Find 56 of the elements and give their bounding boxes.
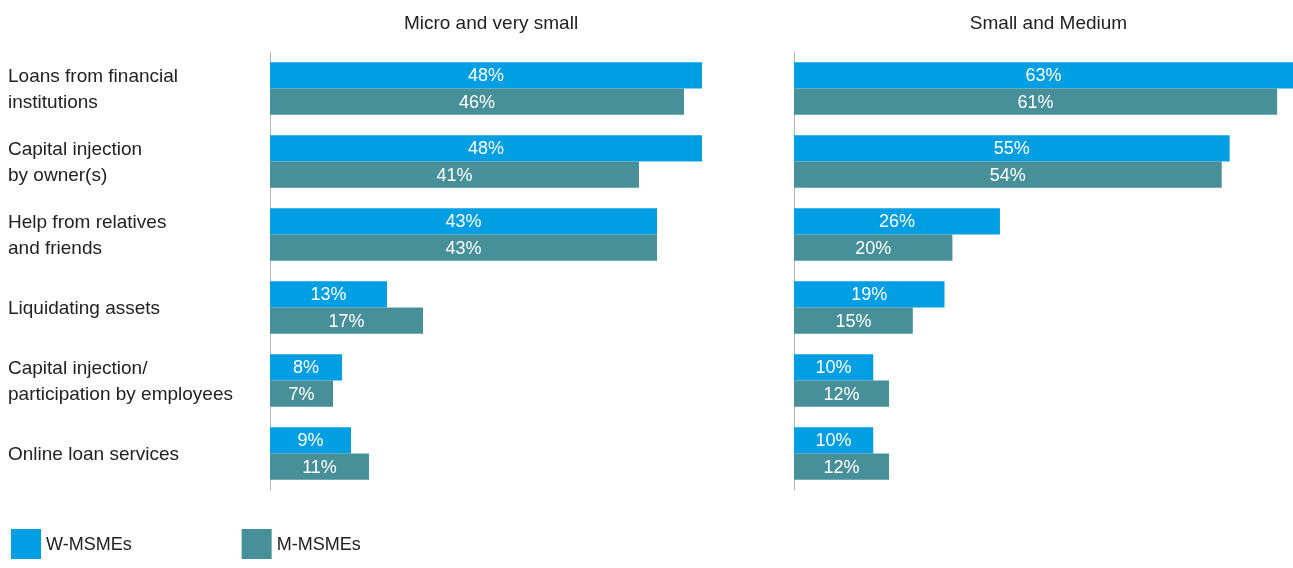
y-tick-label: Loans from financial institutions [8, 65, 179, 112]
legend-label: M-MSMEs [276, 534, 361, 554]
data-label: 43% [445, 237, 482, 258]
data-label: 7% [288, 383, 315, 404]
bar [270, 427, 351, 454]
bar [270, 234, 657, 261]
y-tick-label: Capital injection/ participation by employees [8, 357, 233, 404]
bar [270, 62, 702, 89]
data-label: 9% [297, 430, 324, 451]
bar [794, 62, 1293, 89]
bar [794, 88, 1278, 115]
chart-title: Micro and very small [403, 12, 579, 33]
data-label: 12% [823, 456, 860, 477]
data-label: 48% [467, 138, 505, 159]
data-label: 10% [815, 430, 852, 451]
bar [794, 380, 890, 407]
data-label: 54% [989, 164, 1026, 185]
y-tick-label: Online loan services [8, 443, 180, 464]
chart-title: Small and Medium [969, 12, 1128, 33]
bar [270, 281, 387, 308]
y-tick-label: Liquidating assets [8, 297, 161, 318]
data-label: 15% [835, 310, 872, 331]
bar [270, 354, 342, 381]
data-label: 55% [993, 138, 1030, 159]
data-label: 63% [1025, 65, 1062, 86]
data-label: 8% [292, 357, 320, 378]
data-label: 19% [851, 284, 888, 305]
bar [794, 161, 1222, 188]
bar [794, 281, 945, 308]
data-label: 43% [445, 211, 482, 232]
data-label: 20% [855, 237, 892, 258]
bar [270, 453, 369, 480]
data-label: 46% [458, 91, 496, 112]
bar [794, 354, 874, 381]
bar [270, 88, 684, 115]
bar [794, 234, 953, 261]
data-label: 12% [823, 383, 860, 404]
bar [794, 307, 913, 334]
data-label: 13% [310, 284, 347, 305]
legend-label: W-MSMEs [46, 534, 132, 554]
bar [270, 208, 657, 235]
data-label: 10% [815, 357, 852, 378]
bar [794, 427, 874, 454]
y-tick-label: Help from relatives and friends [8, 211, 167, 258]
data-label: 17% [328, 310, 365, 331]
data-label: 61% [1017, 91, 1054, 112]
bar [270, 135, 702, 162]
data-label: 48% [467, 65, 505, 86]
bar [794, 208, 1000, 235]
y-tick-label: Capital injection by owner(s) [8, 138, 143, 185]
bar [270, 307, 423, 334]
data-label: 11% [302, 456, 337, 477]
bar [794, 135, 1230, 162]
data-label: 26% [878, 211, 915, 232]
bar [270, 161, 639, 188]
data-label: 41% [436, 164, 473, 185]
